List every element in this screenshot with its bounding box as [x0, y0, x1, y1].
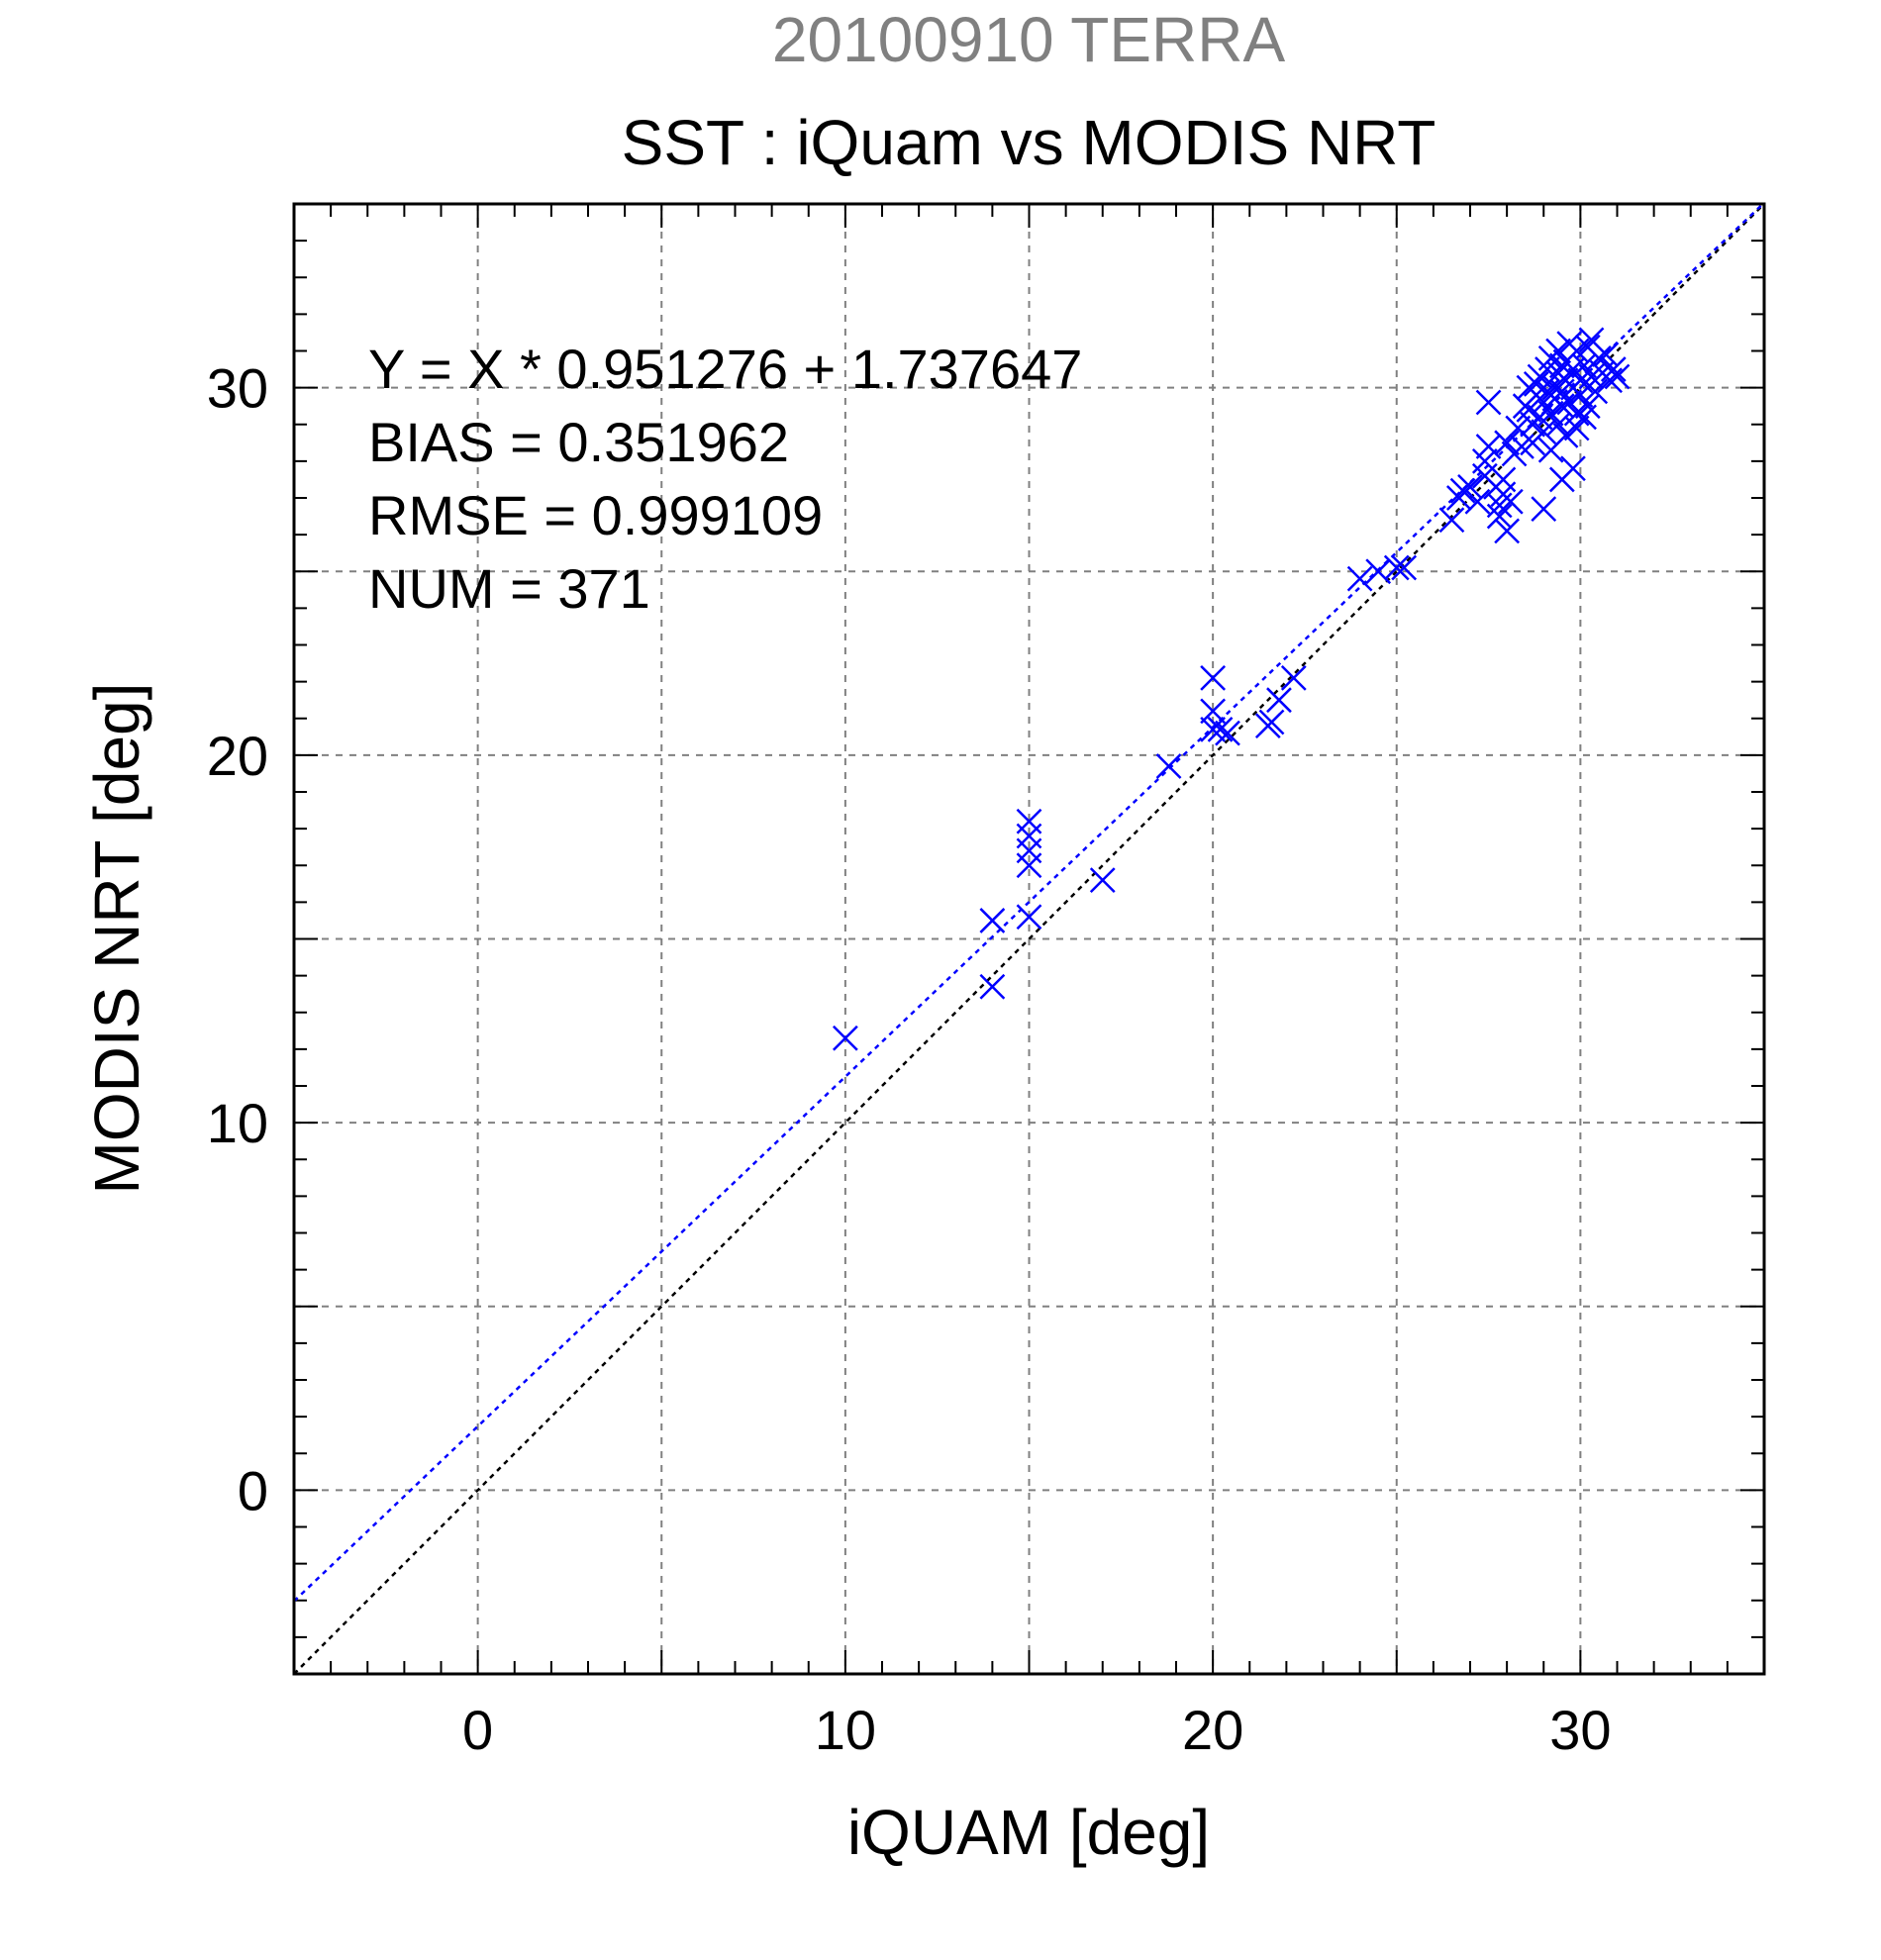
data-point — [1516, 397, 1542, 423]
stat-rmse: RMSE = 0.999109 — [368, 484, 823, 546]
data-point — [1531, 496, 1557, 523]
y-tick-label: 20 — [207, 725, 268, 787]
data-point — [1016, 808, 1042, 834]
data-point — [1545, 338, 1571, 364]
data-point — [1531, 419, 1557, 445]
data-point — [1578, 327, 1605, 353]
data-point — [1200, 698, 1227, 725]
data-point — [1457, 473, 1483, 500]
data-point — [1346, 565, 1373, 592]
data-point — [1600, 356, 1627, 382]
x-tick-label: 20 — [1182, 1699, 1243, 1761]
data-point — [1449, 477, 1476, 504]
data-point — [1494, 430, 1521, 456]
data-point — [1497, 488, 1524, 515]
data-point — [1280, 665, 1307, 691]
stat-num: NUM = 371 — [368, 557, 650, 620]
y-axis-label: MODIS NRT [deg] — [81, 683, 152, 1195]
x-tick-label: 0 — [462, 1699, 493, 1761]
stat-bias: BIAS = 0.351962 — [368, 411, 789, 473]
data-point — [1464, 488, 1491, 515]
data-point — [1560, 455, 1586, 482]
x-axis-label: iQUAM [deg] — [847, 1797, 1210, 1868]
data-point — [1523, 371, 1549, 397]
chart-title: SST : iQuam vs MODIS NRT — [622, 107, 1436, 178]
y-tick-label: 10 — [207, 1092, 268, 1154]
data-point — [1490, 466, 1517, 493]
data-point — [1391, 554, 1418, 581]
stat-regression: Y = X * 0.951276 + 1.737647 — [368, 338, 1082, 400]
data-point — [1365, 558, 1392, 585]
x-tick-label: 10 — [815, 1699, 876, 1761]
fit-line-group — [293, 203, 1764, 1603]
data-point — [1604, 363, 1631, 390]
data-point — [1155, 753, 1182, 779]
x-tick-labels: 0 10 20 30 — [462, 1699, 1611, 1761]
data-point — [1537, 400, 1564, 427]
data-point — [832, 1025, 858, 1051]
data-point — [979, 973, 1006, 1000]
x-tick-label: 30 — [1549, 1699, 1611, 1761]
data-point — [1571, 404, 1597, 431]
data-point — [1089, 867, 1116, 893]
data-point — [1563, 415, 1590, 441]
data-point — [1475, 389, 1502, 416]
data-point — [979, 908, 1006, 933]
data-points — [832, 327, 1631, 1051]
data-point — [1266, 687, 1292, 714]
data-point — [1494, 518, 1521, 544]
data-point — [1537, 437, 1564, 463]
data-point — [1383, 554, 1410, 581]
data-point — [1215, 720, 1240, 746]
y-tick-labels: 0 10 20 30 — [207, 357, 268, 1522]
regression-line — [293, 203, 1764, 1603]
y-tick-label: 30 — [207, 357, 268, 420]
data-point — [1016, 904, 1042, 931]
y-tick-label: 0 — [238, 1459, 268, 1521]
data-point — [1258, 709, 1285, 735]
data-point — [1567, 382, 1594, 408]
data-point — [1582, 378, 1609, 405]
data-point — [1438, 507, 1465, 534]
chart-subtitle: 20100910 TERRA — [772, 4, 1286, 75]
data-point — [1207, 717, 1234, 742]
data-point — [1200, 717, 1227, 742]
plot-frame — [292, 202, 1766, 1676]
data-point — [1475, 434, 1502, 459]
data-point — [1486, 503, 1513, 530]
data-point — [1548, 352, 1575, 379]
data-point — [1200, 665, 1227, 691]
stats-block: Y = X * 0.951276 + 1.737647 BIAS = 0.351… — [368, 338, 1082, 620]
